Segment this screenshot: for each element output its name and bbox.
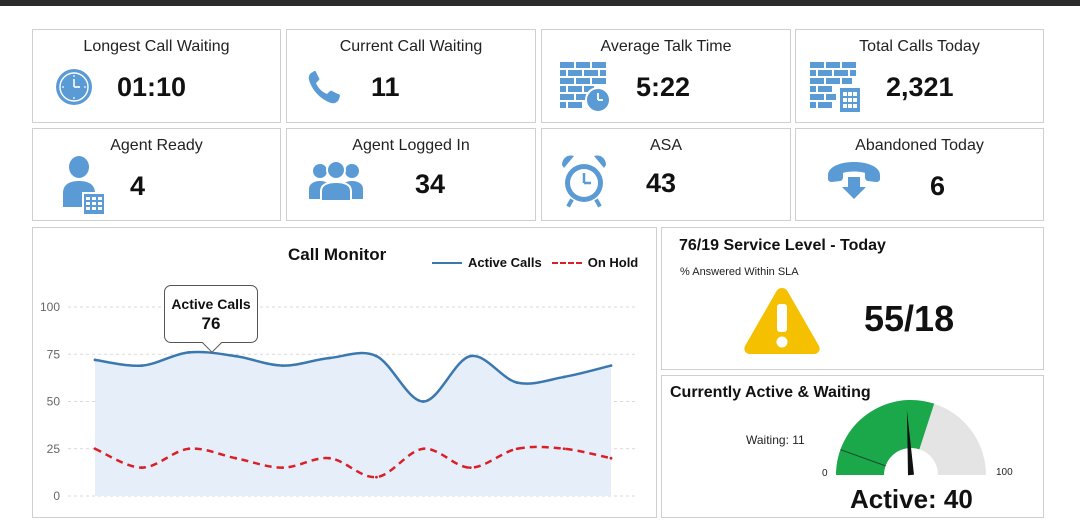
active-calls-tooltip: Active Calls 76 [164, 285, 258, 353]
service-level-value: 55/18 [864, 298, 955, 339]
kpi-total-calls-today[interactable]: Total Calls Today 2,321 [795, 29, 1044, 123]
hang-up-phone-icon [828, 162, 880, 199]
kpi-value: 6 [930, 171, 946, 201]
top-bar [0, 0, 1080, 6]
brick-wall-clock-icon [560, 62, 611, 113]
kpi-value: 5:22 [636, 72, 691, 102]
kpi-label: Current Call Waiting [339, 38, 483, 55]
kpi-value: 2,321 [886, 72, 954, 102]
service-level-title: 76/19 Service Level - Today [679, 237, 886, 254]
gauge-min-label: 0 [822, 468, 828, 479]
waiting-label: Waiting: 11 [746, 433, 805, 447]
legend-swatch-active [432, 261, 462, 264]
kpi-value: 43 [646, 168, 677, 198]
kpi-value: 4 [130, 171, 146, 201]
gauge-max-label: 100 [996, 467, 1013, 478]
legend-active-label: Active Calls [468, 255, 542, 270]
legend-swatch-hold [551, 261, 582, 264]
kpi-value: 01:10 [117, 72, 187, 102]
tooltip-label: Active Calls [171, 296, 251, 312]
kpi-label: Total Calls Today [859, 38, 980, 55]
kpi-value: 34 [415, 169, 446, 199]
agent-phone-icon [63, 156, 106, 215]
warning-icon [744, 288, 820, 354]
chart-legend: Active Calls On Hold [432, 255, 638, 270]
call-monitor-title: Call Monitor [288, 245, 387, 264]
brick-wall-building-icon [810, 62, 860, 112]
active-waiting-panel: Currently Active & Waiting Waiting: 11 0… [661, 375, 1044, 518]
kpi-label: Agent Ready [110, 137, 203, 154]
kpi-value: 11 [371, 72, 400, 102]
legend-hold-label: On Hold [587, 255, 639, 270]
call-monitor-panel [32, 227, 657, 518]
kpi-label: ASA [649, 137, 682, 154]
alarm-clock-icon [562, 155, 606, 208]
phone-icon [308, 71, 340, 104]
kpi-label: Abandoned Today [855, 137, 984, 154]
group-users-icon [309, 160, 363, 201]
kpi-label: Longest Call Waiting [83, 38, 230, 55]
clock-icon [56, 69, 92, 105]
tooltip-value: 76 [201, 314, 221, 333]
active-waiting-title: Currently Active & Waiting [670, 384, 871, 401]
kpi-longest-call-waiting[interactable]: Longest Call Waiting 01:10 [32, 29, 281, 123]
kpi-agent-ready[interactable]: Agent Ready 4 [32, 128, 281, 221]
service-level-subtitle: % Answered Within SLA [680, 266, 799, 278]
kpi-label: Average Talk Time [600, 38, 732, 55]
service-level-panel: 76/19 Service Level - Today % Answered W… [661, 227, 1044, 370]
kpi-label: Agent Logged In [352, 137, 470, 154]
kpi-current-call-waiting[interactable]: Current Call Waiting 11 [286, 29, 536, 123]
kpi-abandoned-today[interactable]: Abandoned Today 6 [795, 128, 1044, 221]
kpi-average-talk-time[interactable]: Average Talk Time 5:22 [541, 29, 791, 123]
active-label: Active: 40 [850, 484, 973, 514]
kpi-agent-logged-in[interactable]: Agent Logged In 34 [286, 128, 536, 221]
kpi-asa[interactable]: ASA 43 [541, 128, 791, 221]
